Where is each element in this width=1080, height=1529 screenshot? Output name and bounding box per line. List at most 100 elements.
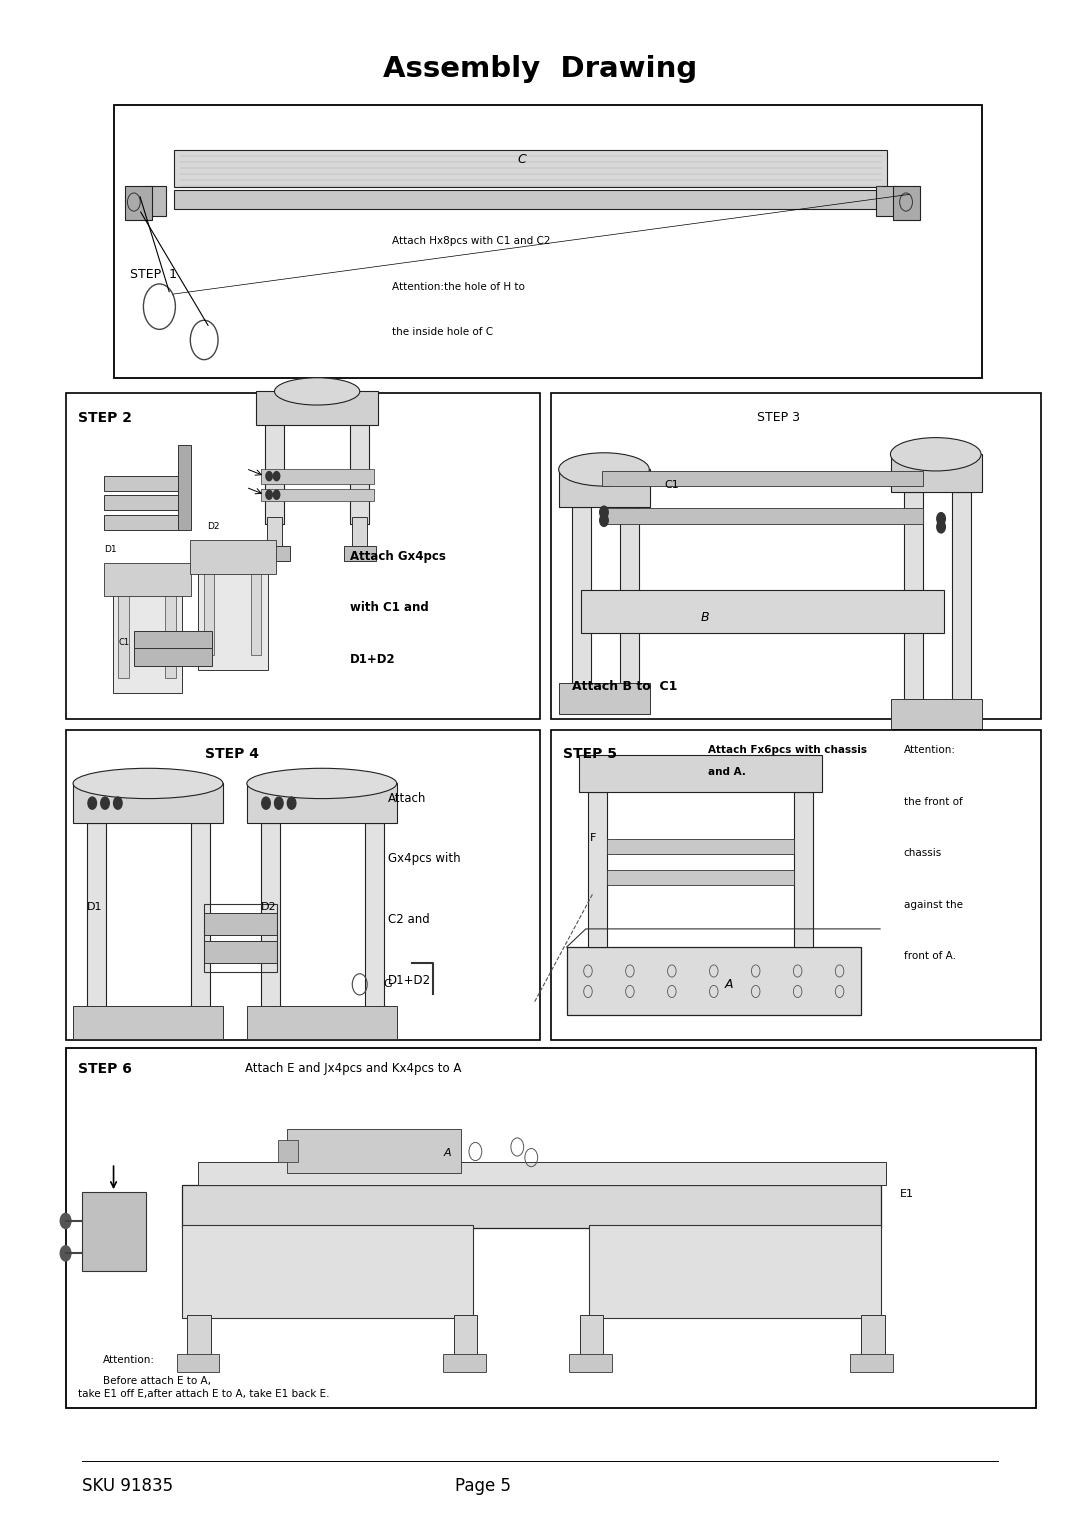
Text: F: F <box>590 833 596 844</box>
Text: Attention:: Attention: <box>904 745 956 755</box>
Bar <box>66 393 540 719</box>
Text: Attach: Attach <box>388 792 427 804</box>
Text: C1: C1 <box>664 480 679 489</box>
Bar <box>590 1225 880 1318</box>
Bar <box>104 515 178 531</box>
Bar <box>66 1047 1036 1408</box>
Text: Attention:: Attention: <box>103 1355 154 1365</box>
Text: C2 and: C2 and <box>388 913 430 927</box>
Bar <box>861 1315 885 1365</box>
Bar <box>174 150 887 187</box>
Text: chassis: chassis <box>904 849 942 858</box>
Bar <box>620 508 639 687</box>
Bar <box>893 185 920 220</box>
Bar <box>891 454 982 492</box>
Text: STEP  1: STEP 1 <box>130 268 176 281</box>
Bar <box>265 410 284 523</box>
Text: front of A.: front of A. <box>904 951 956 962</box>
Circle shape <box>599 506 608 518</box>
Text: Attach Gx4pcs: Attach Gx4pcs <box>350 549 446 563</box>
Bar <box>145 187 166 216</box>
Circle shape <box>599 514 608 526</box>
Bar <box>581 590 944 633</box>
Bar <box>365 823 383 1009</box>
Circle shape <box>266 491 272 500</box>
Text: Attach E and Jx4pcs and Kx4pcs to A: Attach E and Jx4pcs and Kx4pcs to A <box>245 1063 461 1075</box>
Text: with C1 and: with C1 and <box>350 601 429 615</box>
Text: take E1 off E,after attach E to A, take E1 back E.: take E1 off E,after attach E to A, take … <box>79 1390 329 1399</box>
Text: STEP 4: STEP 4 <box>204 746 258 761</box>
Text: Attach Fx6pcs with chassis: Attach Fx6pcs with chassis <box>707 745 866 755</box>
Bar <box>199 546 268 670</box>
Bar <box>165 592 176 677</box>
Bar <box>260 823 280 1009</box>
Bar <box>567 946 861 1015</box>
Bar <box>204 913 276 934</box>
Bar <box>125 185 152 220</box>
Text: Assembly  Drawing: Assembly Drawing <box>383 55 697 84</box>
Text: D2: D2 <box>260 902 276 911</box>
Bar <box>559 469 650 508</box>
Circle shape <box>60 1246 71 1261</box>
Text: E1: E1 <box>900 1188 914 1199</box>
Bar <box>105 563 191 596</box>
Bar <box>580 1315 604 1365</box>
Bar <box>602 471 923 486</box>
Ellipse shape <box>274 378 360 405</box>
Bar <box>183 1185 880 1228</box>
Bar <box>86 823 106 1009</box>
Bar <box>352 517 367 557</box>
Text: Gx4pcs with: Gx4pcs with <box>388 852 461 865</box>
Bar <box>607 839 794 853</box>
Circle shape <box>100 797 109 809</box>
Circle shape <box>287 797 296 809</box>
Text: A: A <box>725 979 732 991</box>
Bar <box>177 1355 219 1373</box>
Bar <box>443 1355 486 1373</box>
Text: C: C <box>517 153 526 167</box>
Bar <box>251 569 261 654</box>
Bar <box>287 1130 461 1173</box>
Bar <box>204 904 276 972</box>
Bar <box>607 870 794 885</box>
Text: STEP 3: STEP 3 <box>757 411 799 424</box>
Bar <box>134 631 213 650</box>
Bar <box>559 683 650 714</box>
Text: Attach B to  C1: Attach B to C1 <box>572 680 677 693</box>
Bar <box>260 489 374 502</box>
Bar <box>66 729 540 1040</box>
Text: against the: against the <box>904 899 962 910</box>
Bar <box>891 699 982 729</box>
Text: D1: D1 <box>86 902 103 911</box>
Bar <box>951 492 971 702</box>
Bar <box>551 729 1041 1040</box>
Ellipse shape <box>558 453 649 486</box>
Circle shape <box>936 512 945 524</box>
Circle shape <box>936 521 945 534</box>
Bar <box>580 755 822 792</box>
Text: C1: C1 <box>119 638 130 647</box>
Ellipse shape <box>247 768 396 798</box>
Text: and A.: and A. <box>707 768 745 777</box>
Bar <box>279 1141 298 1162</box>
Bar <box>204 942 276 963</box>
Ellipse shape <box>890 437 981 471</box>
Bar <box>198 1162 886 1185</box>
Bar <box>104 476 178 491</box>
Bar <box>260 468 374 483</box>
Bar <box>343 546 376 561</box>
Text: the front of: the front of <box>904 797 962 807</box>
Text: STEP 5: STEP 5 <box>564 746 618 761</box>
Bar <box>73 783 222 823</box>
Text: Page 5: Page 5 <box>455 1477 511 1495</box>
Bar <box>904 492 923 702</box>
Bar <box>454 1315 477 1365</box>
Bar <box>204 569 215 654</box>
Bar <box>82 1193 146 1272</box>
Bar <box>187 1315 211 1365</box>
Text: D1: D1 <box>105 544 117 553</box>
Bar <box>134 648 213 665</box>
Bar <box>572 508 591 687</box>
Text: the inside hole of C: the inside hole of C <box>392 327 492 338</box>
Bar <box>350 410 369 523</box>
